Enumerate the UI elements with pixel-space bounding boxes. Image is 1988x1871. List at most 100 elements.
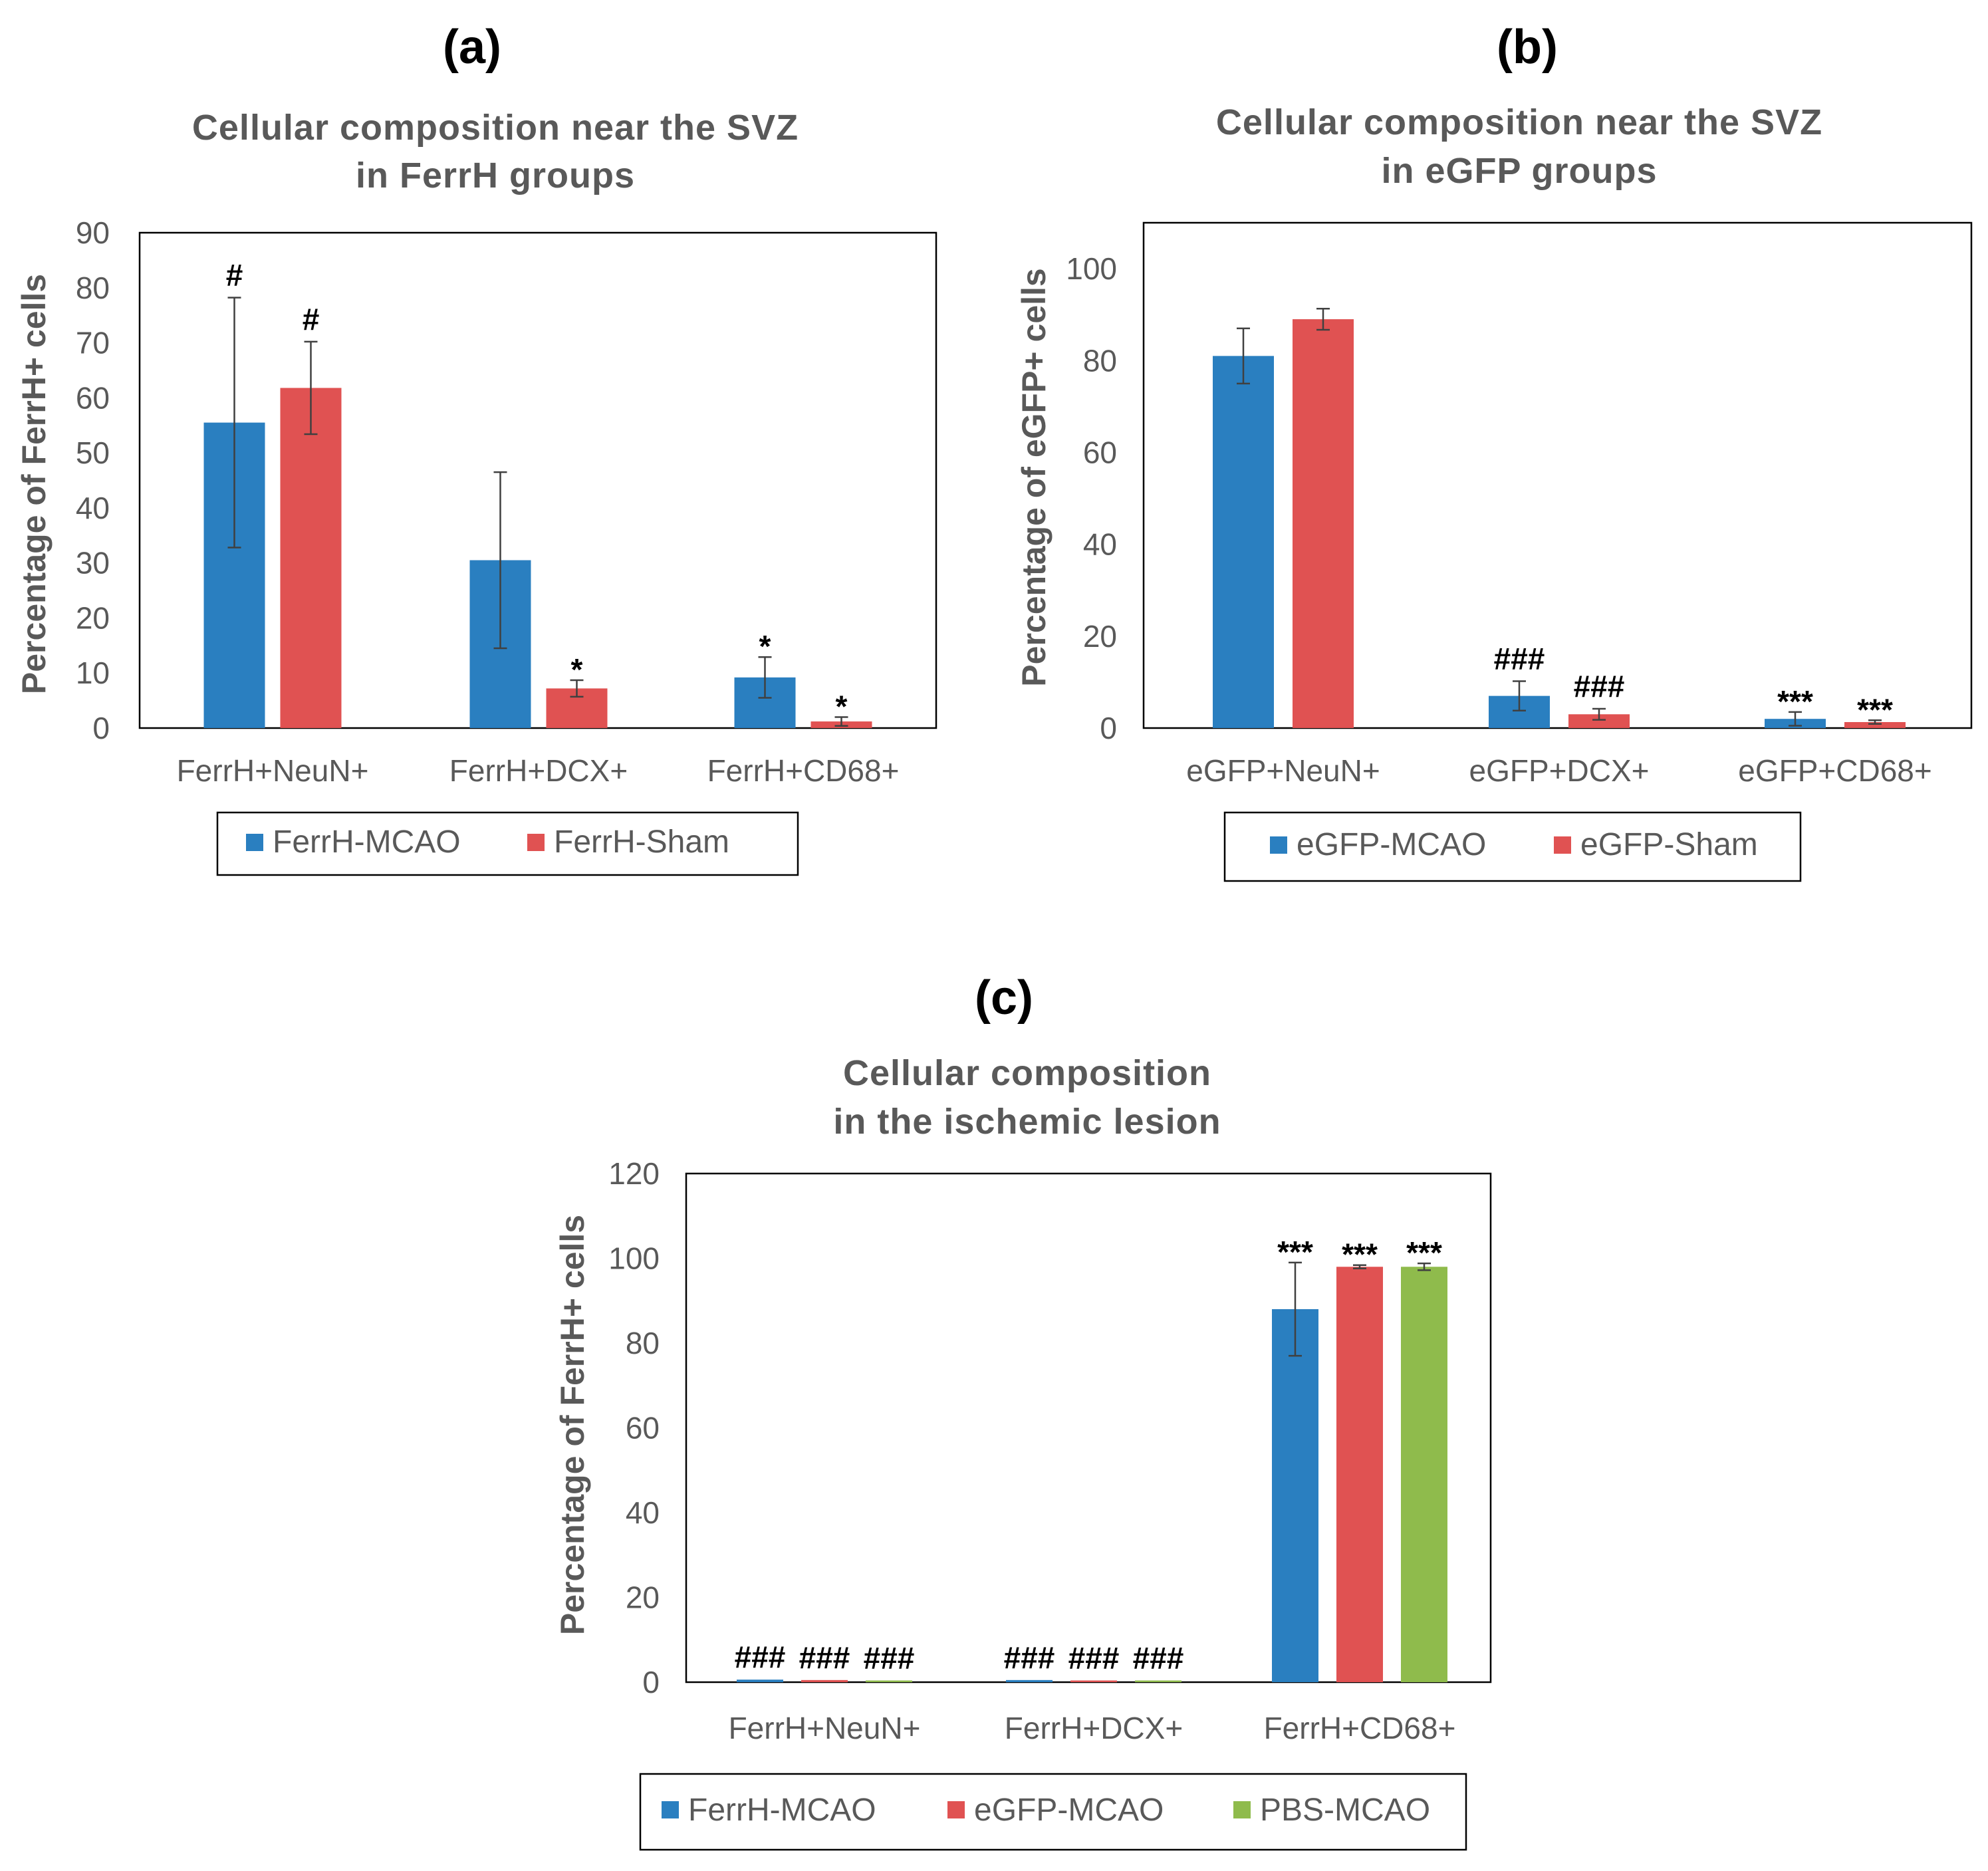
bar: [737, 1680, 783, 1682]
bars-a: # * # * *: [203, 258, 872, 728]
y-tick-label: 120: [608, 1156, 660, 1191]
y-axis-label-a: Percentage of FerrH+ cells: [15, 274, 53, 694]
x-category-label: eGFP+NeuN+: [1186, 753, 1380, 788]
chart-title-c-line1: Cellular composition: [843, 1053, 1211, 1093]
y-tick-label: 20: [626, 1580, 660, 1615]
y-tick-label: 50: [76, 436, 110, 470]
legend-label-ferrh-mcao-c: FerrH-MCAO: [688, 1793, 876, 1828]
significance-label: ***: [1406, 1235, 1442, 1270]
legend-label-ferrh-sham: FerrH-Sham: [554, 824, 729, 860]
legend-label-ferrh-mcao: FerrH-MCAO: [273, 824, 461, 860]
bar: [280, 388, 342, 728]
bar: [1568, 714, 1630, 728]
chart-c: (c) Cellular composition in the ischemic…: [554, 971, 1492, 1851]
y-tick-label: 80: [626, 1326, 660, 1360]
legend-frame-a: [216, 811, 799, 876]
chart-title-a-line1: Cellular composition near the SVZ: [192, 108, 799, 148]
bar: [866, 1680, 912, 1682]
y-tick-label: 100: [608, 1241, 660, 1276]
y-tick-label: 20: [1083, 619, 1117, 654]
legend-swatch-egfp-mcao-c: [947, 1801, 965, 1818]
bars-c: ### ### *** ### ### *** ### ### ***: [735, 1235, 1447, 1682]
legend-swatch-egfp-mcao: [1270, 836, 1287, 854]
y-tick-label: 0: [92, 711, 110, 745]
chart-title-b-line2: in eGFP groups: [1381, 151, 1657, 191]
legend-swatch-ferrh-sham: [527, 834, 545, 851]
significance-label: ###: [1494, 642, 1545, 676]
legend-frame-c: [639, 1773, 1467, 1851]
bar: [1213, 356, 1274, 728]
x-category-label: FerrH+DCX+: [449, 753, 628, 788]
significance-label: ###: [1574, 669, 1625, 703]
bar: [1272, 1309, 1318, 1682]
y-tick-label: 80: [76, 271, 110, 305]
significance-label: ***: [1857, 692, 1893, 727]
y-tick-label: 100: [1066, 251, 1117, 286]
chart-b: (b) Cellular composition near the SVZ in…: [1015, 21, 1973, 882]
y-tick-label: 40: [626, 1495, 660, 1530]
significance-label: ###: [1068, 1640, 1120, 1675]
bar: [1135, 1680, 1181, 1682]
x-category-label: eGFP+CD68+: [1738, 753, 1931, 788]
chart-title-c-line2: in the ischemic lesion: [833, 1102, 1221, 1142]
bar: [1070, 1680, 1117, 1682]
y-tick-label: 30: [76, 546, 110, 580]
significance-label: ***: [1777, 684, 1813, 719]
significance-label: ###: [1133, 1640, 1184, 1675]
y-tick-label: 0: [1100, 711, 1117, 745]
y-axis-label-b: Percentage of eGFP+ cells: [1015, 268, 1053, 686]
panel-label-a: (a): [443, 21, 501, 74]
x-category-label: eGFP+DCX+: [1469, 753, 1650, 788]
chart-a: (a) Cellular composition near the SVZ in…: [15, 21, 937, 876]
significance-label: ***: [1277, 1235, 1313, 1269]
legend-swatch-ferrh-mcao: [246, 834, 263, 851]
significance-label: *: [836, 689, 848, 723]
chart-title-a-line2: in FerrH groups: [356, 156, 635, 195]
bar: [1336, 1267, 1383, 1682]
y-tick-label: 0: [642, 1665, 660, 1699]
chart-title-b-line1: Cellular composition near the SVZ: [1216, 102, 1822, 142]
x-category-label: FerrH+CD68+: [1264, 1711, 1456, 1745]
x-categories-a: FerrH+NeuN+ FerrH+DCX+ FerrH+CD68+: [177, 753, 900, 788]
bars-b: ### *** ### ***: [1213, 307, 1906, 728]
legend-label-egfp-sham: eGFP-Sham: [1580, 827, 1758, 862]
bar: [1293, 319, 1354, 728]
y-tick-label: 90: [76, 215, 110, 250]
significance-label: ###: [1004, 1640, 1055, 1675]
bar: [1844, 722, 1906, 728]
y-tick-label: 80: [1083, 343, 1117, 378]
y-tick-label: 60: [76, 380, 110, 415]
y-tick-label: 60: [626, 1411, 660, 1445]
significance-label: ***: [1342, 1237, 1378, 1272]
bar: [1401, 1267, 1447, 1682]
significance-label: *: [571, 652, 583, 687]
x-category-label: FerrH+CD68+: [707, 753, 900, 788]
legend-b: eGFP-MCAO eGFP-Sham: [1223, 811, 1802, 882]
legend-a: FerrH-MCAO FerrH-Sham: [216, 811, 799, 876]
y-tick-label: 60: [1083, 435, 1117, 469]
y-ticks-b: 0 20 40 60 80 100: [1066, 251, 1117, 745]
significance-label: ###: [799, 1640, 850, 1675]
y-ticks-c: 0 20 40 60 80 100 120: [608, 1156, 660, 1699]
x-category-label: FerrH+NeuN+: [177, 753, 369, 788]
y-tick-label: 20: [76, 600, 110, 635]
significance-label: #: [226, 258, 243, 293]
x-category-label: FerrH+NeuN+: [729, 1711, 921, 1745]
legend-frame-b: [1223, 811, 1802, 882]
bar: [801, 1680, 848, 1682]
plot-frame-b: [1142, 221, 1973, 729]
y-tick-label: 40: [1083, 527, 1117, 562]
significance-label: #: [303, 302, 320, 336]
legend-label-pbs-mcao-c: PBS-MCAO: [1260, 1793, 1430, 1828]
legend-swatch-ferrh-mcao-c: [662, 1801, 679, 1818]
legend-swatch-egfp-sham: [1554, 836, 1571, 854]
y-ticks-a: 0 10 20 30 40 50 60 70 80 90: [76, 215, 110, 745]
y-tick-label: 40: [76, 491, 110, 525]
panel-label-c: (c): [975, 971, 1033, 1025]
x-category-label: FerrH+DCX+: [1005, 1711, 1183, 1745]
legend-swatch-pbs-mcao-c: [1233, 1801, 1251, 1818]
bar: [1006, 1680, 1053, 1682]
legend-c: FerrH-MCAO eGFP-MCAO PBS-MCAO: [639, 1773, 1467, 1851]
x-categories-b: eGFP+NeuN+ eGFP+DCX+ eGFP+CD68+: [1186, 753, 1931, 788]
